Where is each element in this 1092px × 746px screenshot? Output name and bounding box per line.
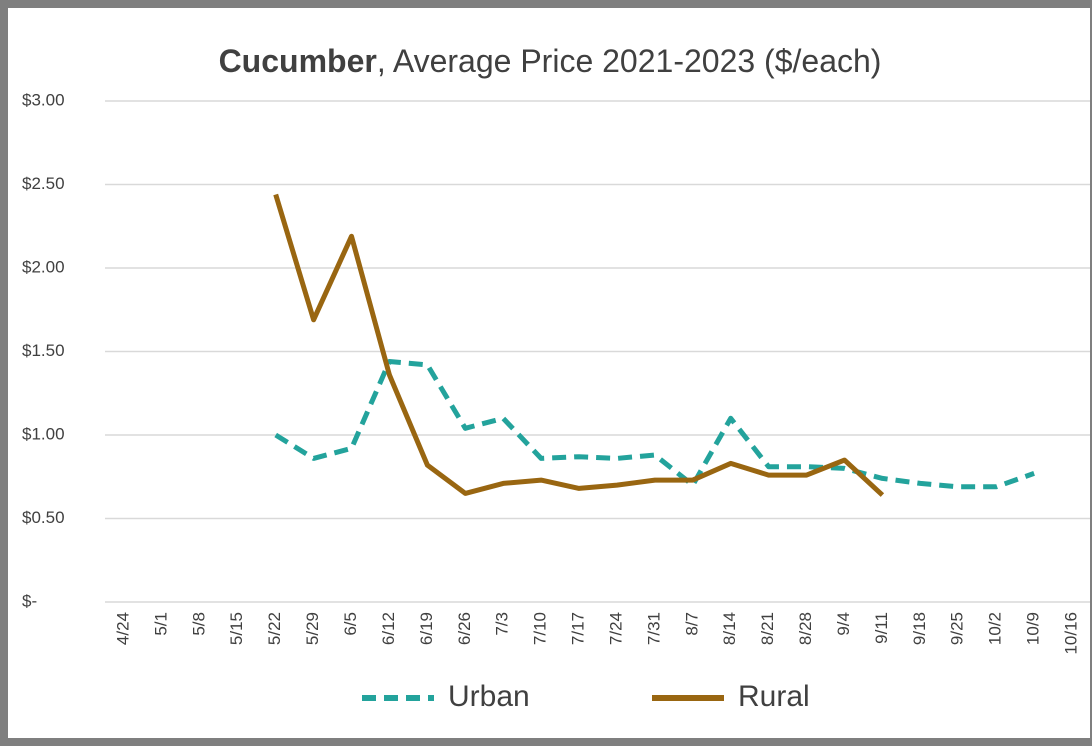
y-tick-label: $2.50: [22, 174, 65, 193]
x-tick-label: 7/10: [531, 612, 550, 645]
x-tick-label: 9/18: [910, 612, 929, 645]
x-tick-label: 5/8: [189, 612, 208, 636]
x-tick-label: 9/11: [872, 612, 891, 644]
x-tick-label: 8/28: [796, 612, 815, 645]
x-tick-label: 10/16: [1061, 612, 1080, 655]
legend-label: Rural: [738, 680, 810, 713]
x-tick-label: 9/4: [834, 612, 853, 636]
x-tick-label: 7/31: [644, 612, 663, 645]
x-tick-label: 6/12: [379, 612, 398, 645]
x-tick-label: 5/15: [227, 612, 246, 645]
x-tick-label: 5/1: [151, 612, 170, 636]
x-tick-label: 10/9: [1024, 612, 1043, 645]
x-tick-label: 6/19: [417, 612, 436, 645]
x-tick-label: 7/3: [493, 612, 512, 636]
series-line: [273, 193, 885, 497]
x-tick-label: 8/21: [758, 612, 777, 645]
chart-background: [8, 8, 1090, 738]
x-tick-label: 9/25: [948, 612, 967, 645]
x-tick-label: 10/2: [986, 612, 1005, 645]
x-tick-label: 7/17: [569, 612, 588, 645]
title-bold: Cucumber: [219, 43, 377, 79]
x-tick-label: 4/24: [113, 612, 132, 645]
chart-title: Cucumber, Average Price 2021-2023 ($/eac…: [219, 43, 882, 79]
y-tick-label: $1.50: [22, 341, 65, 360]
y-tick-label: $-: [22, 591, 37, 610]
legend-label: Urban: [448, 680, 530, 713]
y-tick-label: $0.50: [22, 508, 65, 527]
x-tick-label: 7/24: [606, 612, 625, 645]
x-tick-label: 6/26: [455, 612, 474, 645]
x-tick-label: 6/5: [341, 612, 360, 636]
y-tick-label: $1.00: [22, 424, 65, 443]
x-tick-label: 8/7: [682, 612, 701, 636]
y-tick-label: $3.00: [22, 90, 65, 109]
title-rest: , Average Price 2021-2023 ($/each): [377, 43, 882, 79]
series-line: [274, 359, 1035, 490]
x-tick-label: 5/22: [265, 612, 284, 645]
y-tick-label: $2.00: [22, 257, 65, 276]
x-tick-label: 8/14: [720, 612, 739, 645]
x-tick-label: 5/29: [303, 612, 322, 645]
